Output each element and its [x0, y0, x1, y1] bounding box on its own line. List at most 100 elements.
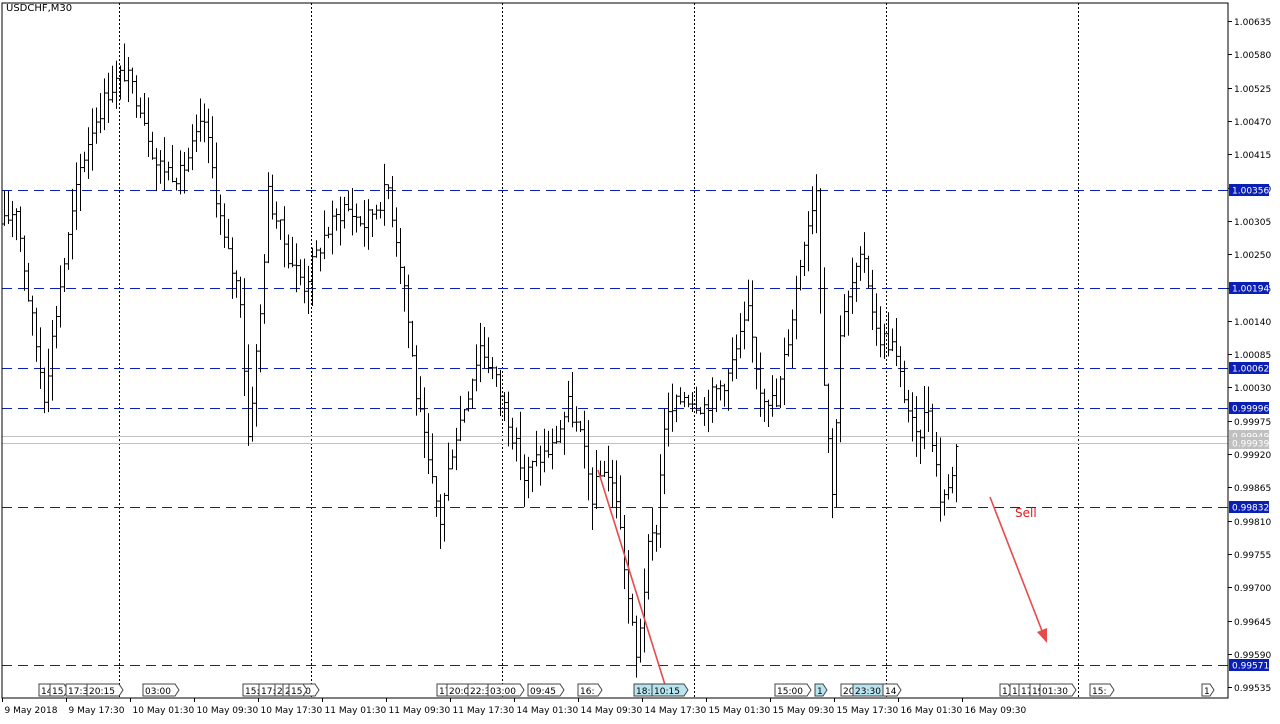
price-bar[interactable]	[626, 550, 631, 624]
price-bar[interactable]	[374, 204, 379, 220]
price-bar[interactable]	[114, 60, 119, 109]
price-bar[interactable]	[814, 174, 819, 234]
price-bar[interactable]	[358, 216, 363, 227]
price-bar[interactable]	[130, 67, 135, 94]
price-bar[interactable]	[906, 389, 911, 423]
price-bar[interactable]	[874, 293, 879, 346]
price-bar[interactable]	[594, 449, 599, 509]
price-bar[interactable]	[58, 265, 63, 328]
price-bar[interactable]	[334, 208, 339, 231]
price-bar[interactable]	[342, 196, 347, 229]
price-bar[interactable]	[694, 386, 699, 414]
price-bar[interactable]	[210, 116, 215, 179]
price-bar[interactable]	[486, 337, 491, 374]
price-bar[interactable]	[926, 386, 931, 432]
price-bar[interactable]	[582, 410, 587, 469]
price-bar[interactable]	[354, 203, 359, 233]
price-bar[interactable]	[330, 200, 335, 255]
price-bar[interactable]	[70, 188, 75, 260]
price-bar[interactable]	[778, 376, 783, 409]
price-bar[interactable]	[190, 124, 195, 171]
price-bar[interactable]	[682, 392, 687, 408]
price-bar[interactable]	[154, 148, 159, 192]
price-bar[interactable]	[910, 392, 915, 442]
price-bar[interactable]	[578, 420, 583, 432]
price-bar[interactable]	[854, 262, 859, 302]
price-bar[interactable]	[230, 237, 235, 299]
price-bar[interactable]	[382, 163, 387, 226]
price-bar[interactable]	[494, 366, 499, 387]
price-bar[interactable]	[886, 312, 891, 357]
price-bar[interactable]	[238, 276, 243, 318]
price-bar[interactable]	[418, 376, 423, 413]
level-price-tag[interactable]: 1.00062	[1229, 362, 1269, 375]
price-bar[interactable]	[362, 200, 367, 247]
price-bar[interactable]	[50, 319, 55, 401]
price-bar[interactable]	[734, 334, 739, 379]
price-bar[interactable]	[142, 93, 147, 126]
price-bar[interactable]	[458, 395, 463, 442]
price-bar[interactable]	[266, 172, 271, 264]
price-bar[interactable]	[710, 377, 715, 423]
price-bar[interactable]	[546, 430, 551, 458]
price-bar[interactable]	[26, 262, 31, 302]
price-bar[interactable]	[842, 294, 847, 338]
price-bar[interactable]	[658, 454, 663, 548]
trend-line[interactable]	[597, 469, 667, 689]
price-bar[interactable]	[646, 534, 651, 600]
price-bar[interactable]	[922, 386, 927, 450]
price-bar[interactable]	[2, 190, 7, 226]
price-bar[interactable]	[818, 188, 823, 314]
price-bar[interactable]	[302, 258, 307, 304]
price-bar[interactable]	[310, 247, 315, 307]
level-price-tag[interactable]: 0.99996	[1229, 402, 1269, 415]
price-bar[interactable]	[882, 323, 887, 359]
price-bar[interactable]	[318, 247, 323, 272]
price-bar[interactable]	[770, 375, 775, 417]
price-bar[interactable]	[750, 280, 755, 363]
price-bar[interactable]	[278, 219, 283, 240]
event-marker[interactable]: 03:00	[487, 683, 525, 697]
event-marker[interactable]: 15	[49, 683, 69, 697]
price-bar[interactable]	[182, 152, 187, 194]
price-bar[interactable]	[246, 344, 251, 446]
price-bar[interactable]	[570, 372, 575, 428]
price-bar[interactable]	[666, 392, 671, 447]
price-bar[interactable]	[850, 257, 855, 314]
price-bar[interactable]	[406, 274, 411, 349]
price-bar[interactable]	[618, 475, 623, 530]
price-bar[interactable]	[22, 235, 27, 291]
price-bar[interactable]	[790, 309, 795, 369]
price-bar[interactable]	[394, 207, 399, 257]
price-bar[interactable]	[250, 386, 255, 442]
price-bar[interactable]	[262, 254, 267, 324]
price-bar[interactable]	[718, 380, 723, 401]
price-bar[interactable]	[338, 196, 343, 246]
price-bar[interactable]	[118, 65, 123, 100]
level-price-tag[interactable]: 0.99832	[1229, 501, 1269, 514]
price-bar[interactable]	[258, 304, 263, 373]
price-bar[interactable]	[538, 445, 543, 486]
price-bar[interactable]	[6, 191, 11, 224]
price-bar[interactable]	[634, 615, 639, 678]
price-bar[interactable]	[462, 408, 467, 423]
price-bar[interactable]	[430, 433, 435, 484]
price-bar[interactable]	[894, 317, 899, 366]
price-bar[interactable]	[498, 369, 503, 417]
price-bar[interactable]	[686, 394, 691, 408]
price-bar[interactable]	[86, 127, 91, 179]
price-bar[interactable]	[18, 206, 23, 252]
price-bar[interactable]	[798, 259, 803, 291]
price-bar[interactable]	[322, 210, 327, 260]
price-bar[interactable]	[178, 150, 183, 195]
price-bar[interactable]	[642, 568, 647, 653]
price-bar[interactable]	[934, 432, 939, 477]
price-bar[interactable]	[702, 397, 707, 426]
price-bar[interactable]	[466, 391, 471, 412]
price-bar[interactable]	[830, 428, 835, 519]
price-bar[interactable]	[858, 246, 863, 281]
bid-price-tag[interactable]: 0.99939	[1229, 437, 1269, 450]
price-bar[interactable]	[370, 208, 375, 238]
price-bar[interactable]	[670, 383, 675, 432]
price-bar[interactable]	[602, 460, 607, 478]
